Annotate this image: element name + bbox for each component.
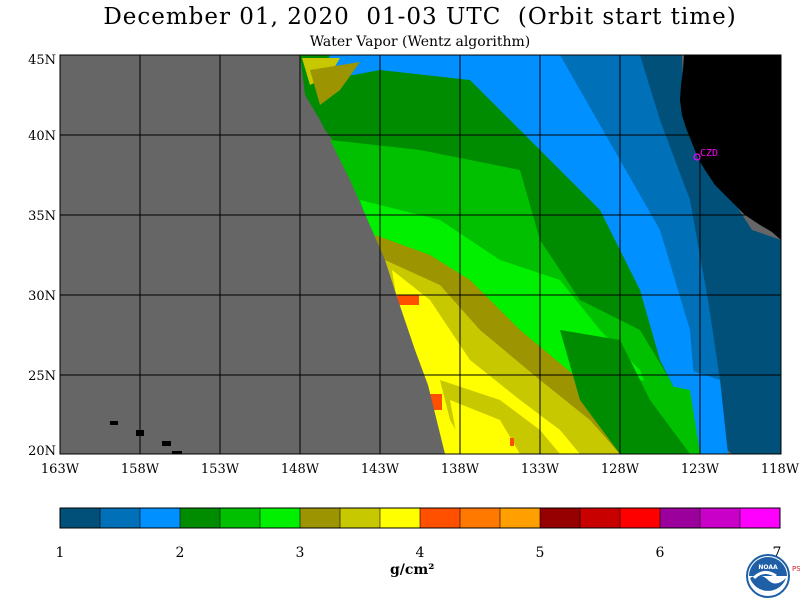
colorbar-swatch (340, 508, 381, 528)
colorbar-swatch (620, 508, 661, 528)
lon-label: 163W (41, 462, 80, 477)
colorbar-tick-label: 5 (536, 545, 545, 561)
colorbar-swatch (180, 508, 221, 528)
colorbar-swatch (380, 508, 421, 528)
lat-labels: 45N 40N 35N 30N 25N 20N (28, 53, 56, 459)
lon-labels: 163W 158W 153W 148W 143W 138W 133W 128W … (41, 462, 800, 477)
lat-label: 20N (28, 444, 56, 459)
colorbar-swatch (500, 508, 541, 528)
lon-label: 133W (521, 462, 560, 477)
colorbar-swatch (60, 508, 101, 528)
lon-label: 128W (601, 462, 640, 477)
colorbar-swatch (220, 508, 261, 528)
station-label: CZD (700, 148, 718, 159)
lat-label: 25N (28, 369, 56, 384)
land-mass (680, 55, 781, 240)
colorbar-swatch (660, 508, 701, 528)
lat-label: 45N (28, 53, 56, 68)
lon-label: 158W (121, 462, 160, 477)
lon-label: 118W (761, 462, 800, 477)
lon-label: 153W (201, 462, 240, 477)
colorbar-tick-label: 4 (416, 545, 425, 561)
colorbar-tick-label: 6 (656, 545, 665, 561)
colorbar-swatch (540, 508, 581, 528)
lat-label: 40N (28, 129, 56, 144)
colorbar (59, 507, 781, 529)
colorbar-swatch (100, 508, 141, 528)
colorbar-tick-label: 7 (773, 545, 782, 561)
colorbar-tick-labels: 1 2 3 4 5 6 7 (56, 545, 782, 561)
lon-label: 148W (281, 462, 320, 477)
colorbar-swatch (260, 508, 301, 528)
colorbar-swatch (700, 508, 741, 528)
colorbar-tick-label: 2 (176, 545, 185, 561)
plot-frame (59, 54, 782, 455)
lat-label: 30N (28, 289, 56, 304)
colorbar-unit: g/cm² (390, 562, 435, 578)
map-subtitle: Water Vapor (Wentz algorithm) (309, 34, 531, 50)
map-title: December 01, 2020 01-03 UTC (Orbit start… (103, 4, 737, 30)
noaa-logo-icon: NOAA (746, 554, 790, 598)
colorbar-swatch (460, 508, 501, 528)
colorbar-swatch (420, 508, 461, 528)
lon-label: 138W (441, 462, 480, 477)
colorbar-swatch (580, 508, 621, 528)
station-marker-icon (693, 153, 701, 161)
colorbar-swatch (740, 508, 781, 528)
swath-west-edge-mask (60, 55, 445, 454)
colorbar-swatch (300, 508, 341, 528)
noaa-logo-text: NOAA (758, 564, 778, 571)
lat-label: 35N (28, 209, 56, 224)
psl-logo-text: PSL (792, 566, 800, 573)
lon-label: 123W (681, 462, 720, 477)
colorbar-tick-label: 3 (296, 545, 305, 561)
lon-label: 143W (361, 462, 400, 477)
colorbar-tick-label: 1 (56, 545, 65, 561)
colorbar-swatch (140, 508, 181, 528)
